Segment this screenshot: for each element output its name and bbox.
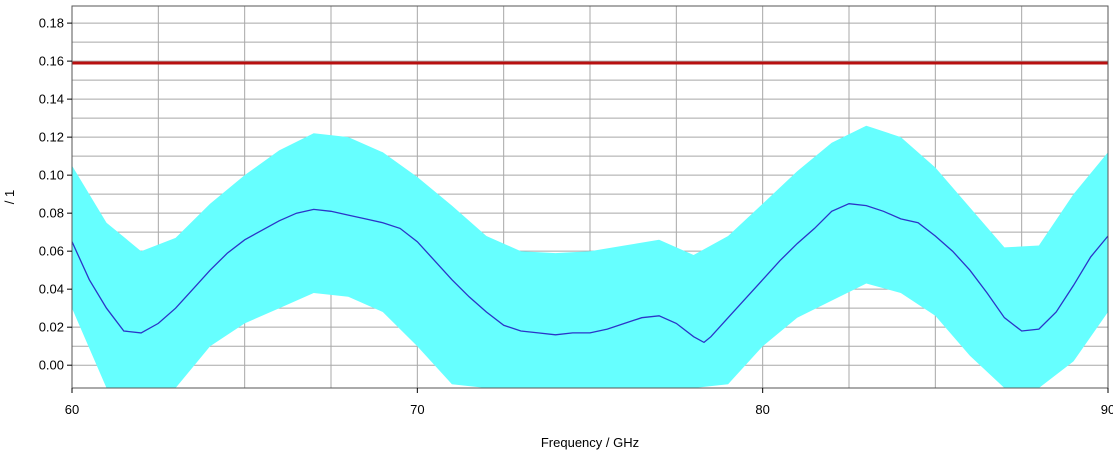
band-area [72,125,1108,388]
y-tick-label: 0.12 [39,130,64,145]
y-tick-label: 0.14 [39,92,64,107]
y-axis: 0.00 0.02 0.04 0.06 0.08 0.10 0.12 0.14 0.16 0.18 [39,16,72,373]
y-tick-label: 0.00 [39,358,64,373]
y-tick-label: 0.02 [39,320,64,335]
x-tick-label: 80 [755,402,769,417]
y-axis-label: / 1 [2,190,17,204]
y-tick-label: 0.10 [39,168,64,183]
x-tick-label: 70 [410,402,424,417]
x-axis-label: Frequency / GHz [541,435,639,450]
x-tick-label: 60 [65,402,79,417]
x-axis: 60 70 80 90 [65,388,1113,417]
plot-frame [71,5,1109,389]
y-tick-label: 0.08 [39,206,64,221]
y-tick-label: 0.04 [39,282,64,297]
mean-line [71,203,1109,344]
x-tick-label: 90 [1101,402,1113,417]
y-tick-label: 0.16 [39,54,64,69]
y-tick-label: 0.06 [39,244,64,259]
y-tick-label: 0.18 [39,16,64,31]
